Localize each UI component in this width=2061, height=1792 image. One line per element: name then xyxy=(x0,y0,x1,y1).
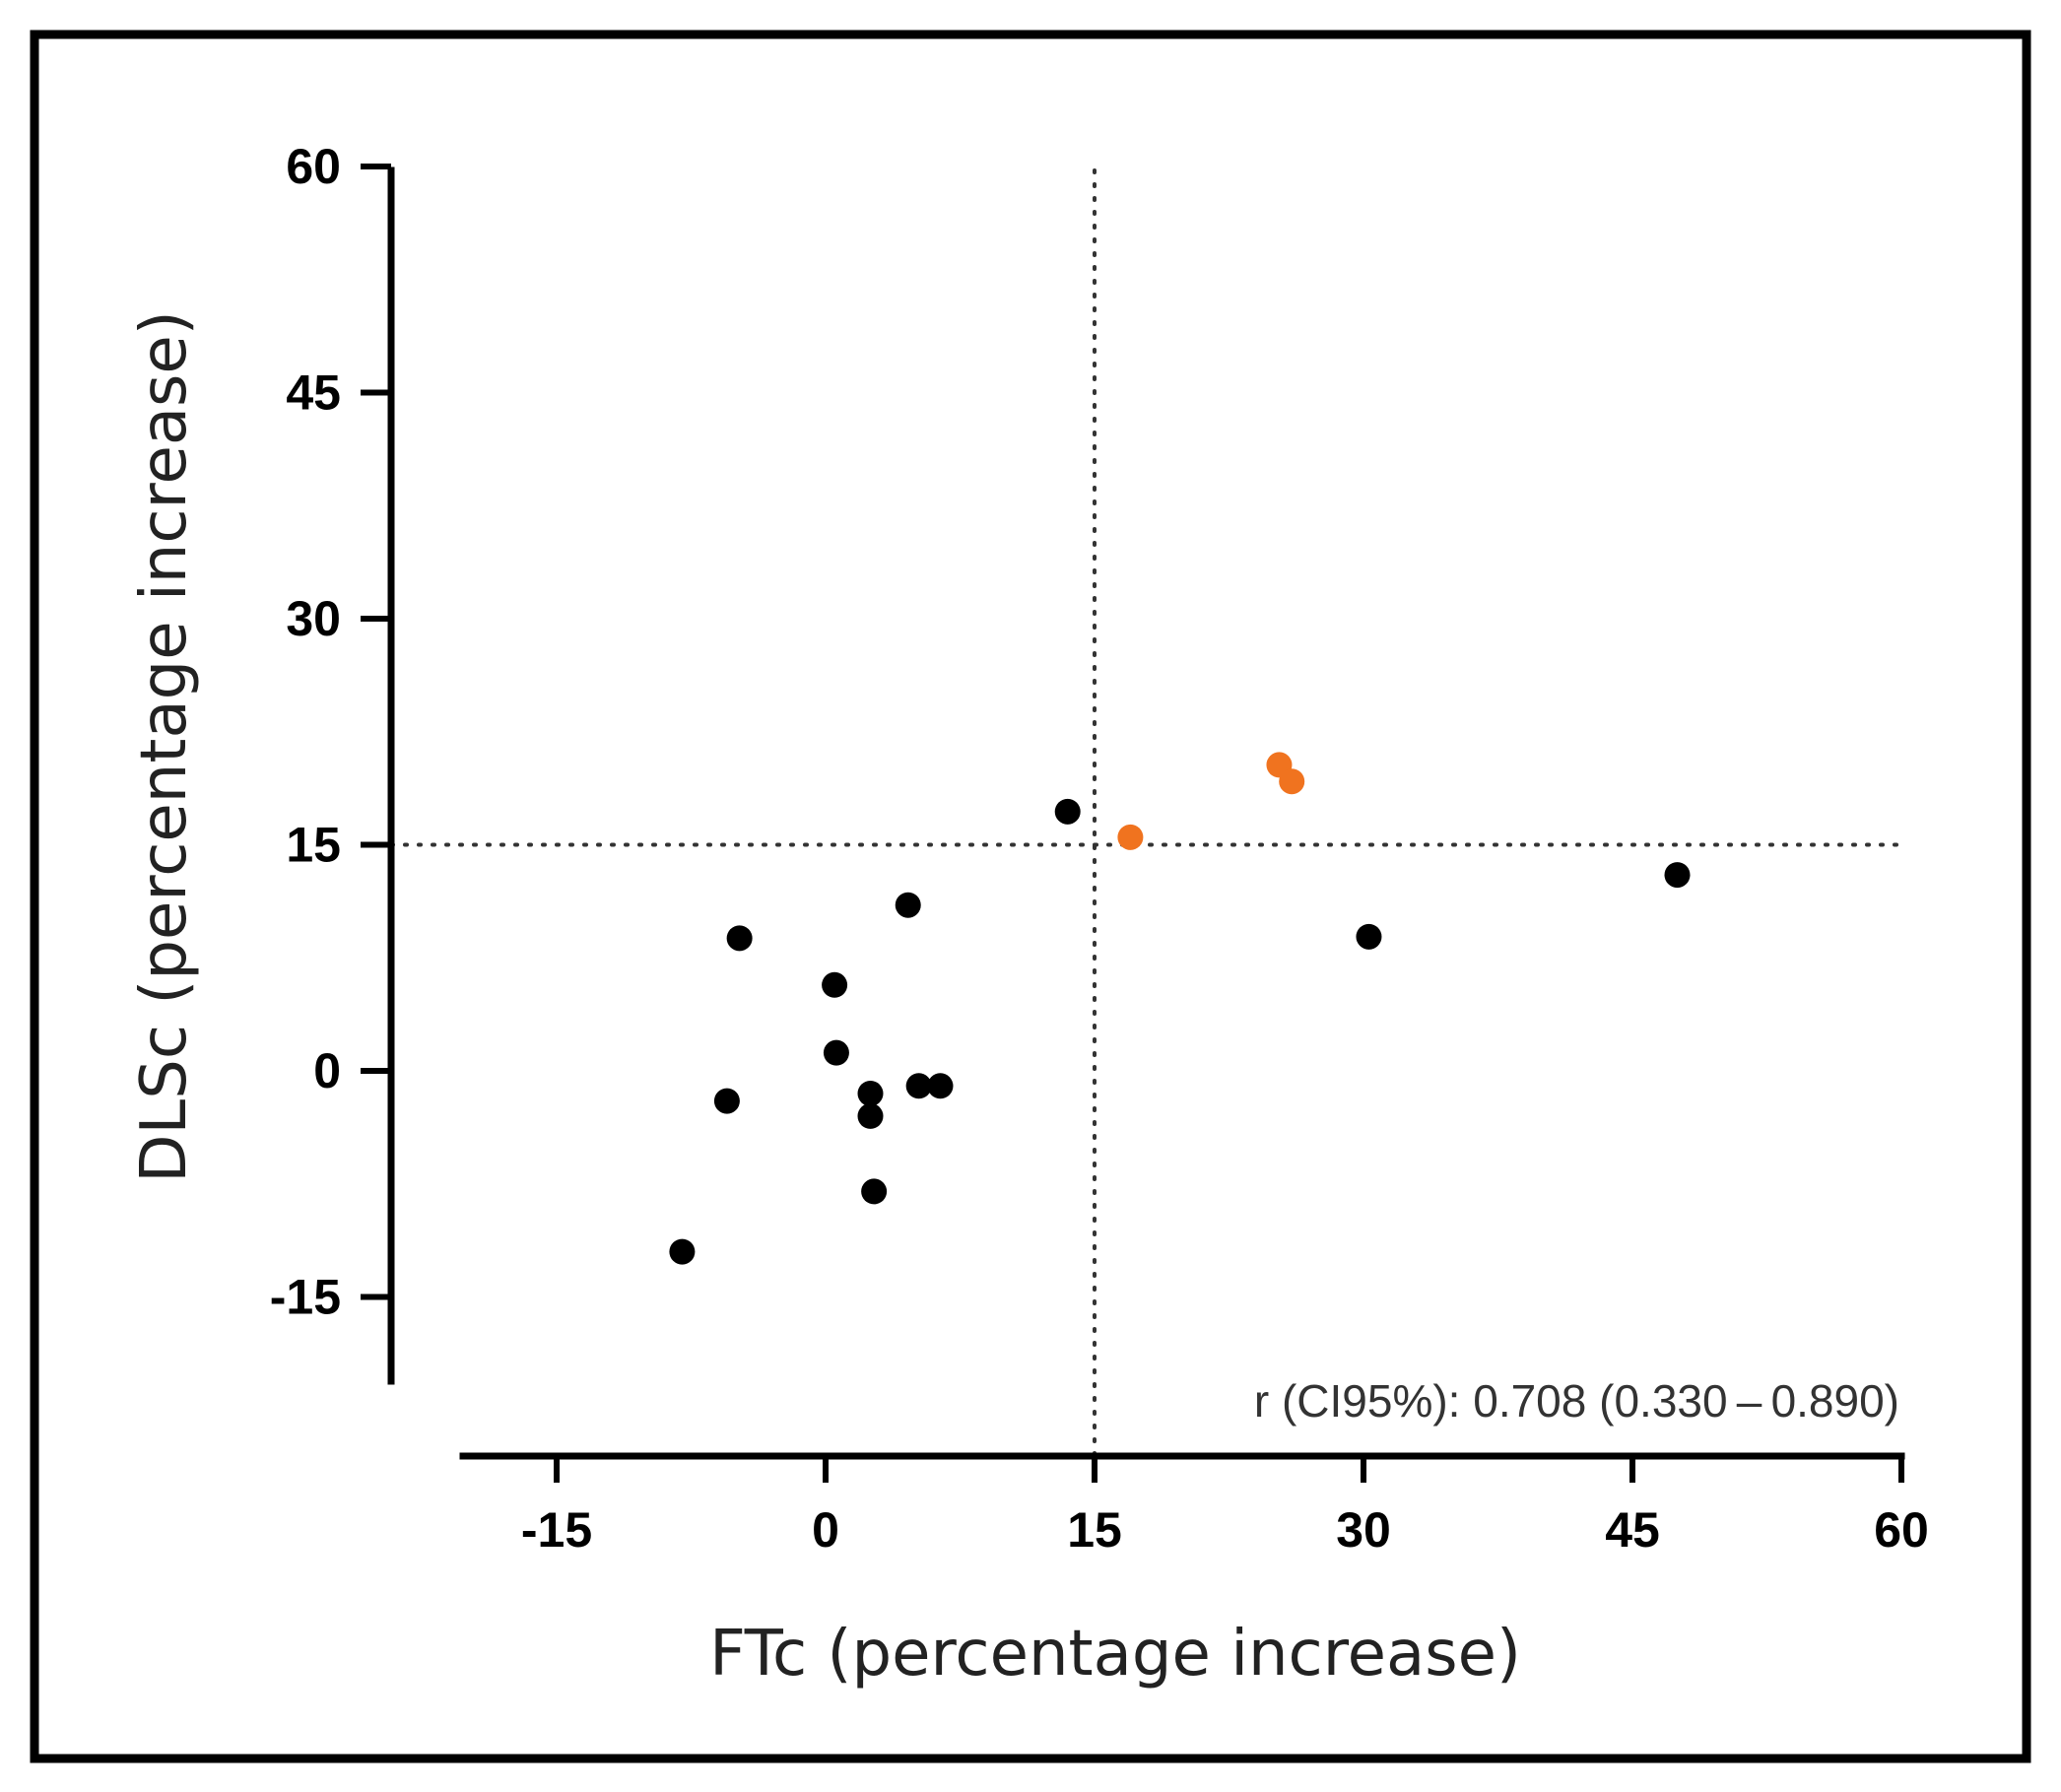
data-point xyxy=(1356,923,1382,950)
figure-border xyxy=(30,30,2031,1763)
data-point xyxy=(726,925,753,952)
data-point xyxy=(823,1039,849,1066)
data-point xyxy=(713,1088,740,1114)
y-tick-label: -15 xyxy=(270,1270,341,1325)
x-tick-label: 45 xyxy=(1605,1502,1660,1558)
x-axis-ticks: -15 0 15 30 45 60 xyxy=(521,1456,1929,1558)
data-point xyxy=(1054,798,1081,825)
data-point xyxy=(895,892,921,918)
x-axis-title: FTc (percentage increase) xyxy=(709,1618,1521,1691)
data-point xyxy=(1117,824,1144,850)
data-point xyxy=(822,971,848,998)
data-point xyxy=(905,1073,932,1099)
data-point xyxy=(861,1178,888,1205)
y-tick-label: 30 xyxy=(286,591,341,646)
data-point xyxy=(669,1238,696,1265)
y-tick-label: 45 xyxy=(286,365,341,421)
y-axis-ticks: -15 0 15 30 45 60 xyxy=(270,139,391,1325)
y-axis-title: DLSc (percentage increase) xyxy=(128,310,201,1182)
y-tick-label: 60 xyxy=(286,139,341,194)
data-point xyxy=(1279,768,1305,795)
data-point xyxy=(927,1073,954,1099)
reference-lines xyxy=(389,168,1903,1458)
data-point xyxy=(857,1102,884,1129)
x-tick-label: 60 xyxy=(1874,1502,1929,1558)
correlation-annotation: r (CI95%): 0.708 (0.330 – 0.890) xyxy=(1254,1375,1899,1427)
x-tick-label: 15 xyxy=(1067,1502,1122,1558)
data-point xyxy=(1664,862,1691,889)
y-tick-label: 15 xyxy=(286,818,341,873)
data-point xyxy=(857,1080,884,1106)
x-tick-label: 30 xyxy=(1336,1502,1391,1558)
data-points xyxy=(669,752,1691,1265)
x-tick-label: 0 xyxy=(812,1502,839,1558)
x-tick-label: -15 xyxy=(521,1502,592,1558)
y-tick-label: 0 xyxy=(313,1043,341,1098)
